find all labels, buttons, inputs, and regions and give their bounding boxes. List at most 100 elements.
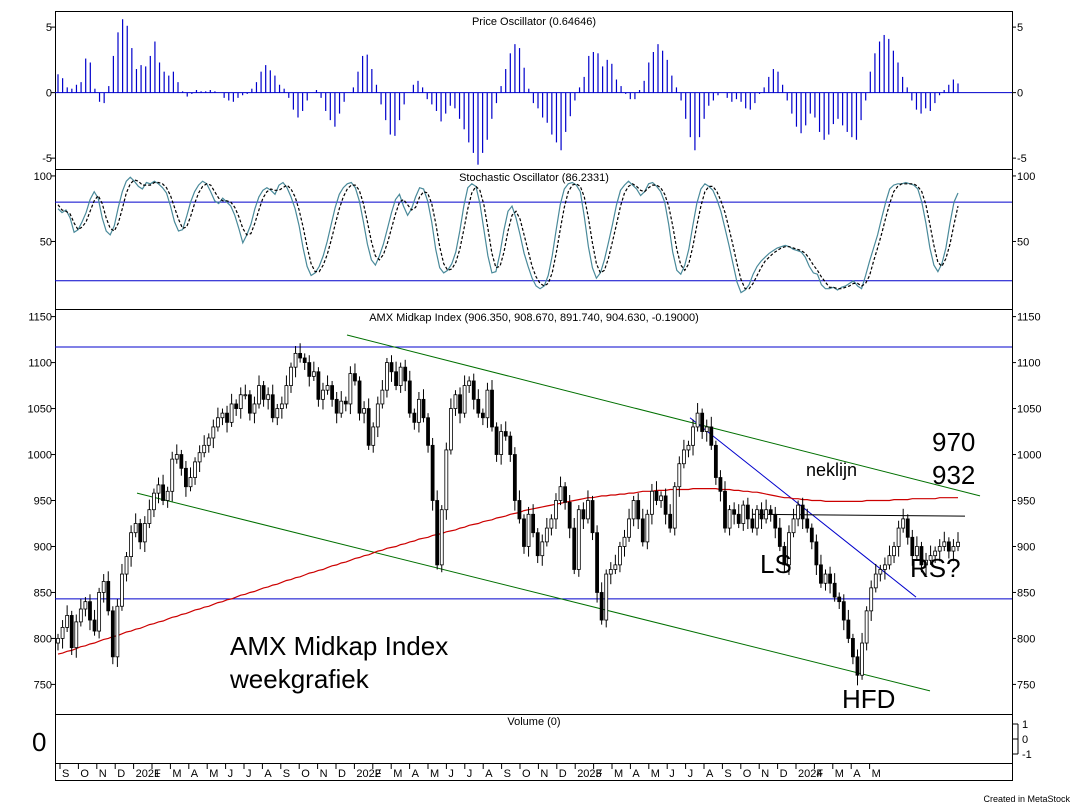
candle-body (257, 385, 261, 405)
candle-body (910, 536, 915, 557)
stochastic-tick-right-50: 50 (1017, 236, 1029, 248)
candle-body (736, 513, 741, 524)
candle-body (668, 513, 673, 529)
candle-body (695, 412, 700, 428)
x-tick-18: M (393, 768, 402, 780)
candle-body (120, 573, 124, 607)
x-tick-3: D (117, 768, 125, 780)
price-tick-right-850: 850 (1017, 587, 1035, 599)
candle-body (640, 518, 645, 543)
x-tick-15: D (338, 768, 346, 780)
candle-body (307, 362, 312, 377)
candle-body (942, 541, 947, 547)
candle-body (599, 592, 604, 621)
price-tick-left-750: 750 (34, 679, 52, 691)
candle-body (914, 546, 919, 557)
x-tick-34: J (688, 768, 694, 780)
candle-body (115, 605, 120, 658)
candle-body (476, 398, 481, 414)
x-tick-17: F (375, 768, 382, 780)
volume-panel: 1 0 -1 (1012, 719, 1032, 761)
candle-body (595, 532, 599, 593)
stochastic-k-line (57, 176, 959, 294)
candle-body (321, 389, 325, 400)
candle-body (398, 366, 403, 386)
candle-body (371, 426, 376, 446)
candle-body (60, 627, 65, 639)
candle-body (540, 541, 545, 557)
candle-body (700, 412, 705, 432)
candle-body (412, 412, 417, 423)
volume-tick-m1: -1 (1022, 749, 1032, 761)
candle-body (293, 352, 298, 368)
candle-body (453, 394, 458, 409)
x-tick-28: 2023 (577, 768, 601, 780)
candle-body (279, 403, 284, 409)
x-tick-38: N (761, 768, 769, 780)
price-tick-left-950: 950 (34, 496, 52, 508)
candle-body (946, 541, 951, 552)
candle-body (142, 523, 147, 543)
candle-body (193, 461, 197, 478)
stochastic-tick-left-100: 100 (34, 171, 52, 183)
candle-body (709, 426, 714, 446)
candle-body (508, 435, 513, 455)
candle-body (855, 656, 860, 676)
price-tick-right-1100: 1100 (1017, 358, 1041, 370)
candle-body (805, 518, 810, 529)
candle-body (74, 621, 79, 649)
candle-body (275, 408, 280, 419)
candle-body (133, 523, 138, 534)
x-tick-16: 2022 (356, 768, 380, 780)
candle-body (727, 509, 732, 529)
candle-body (165, 490, 170, 501)
neckline (751, 513, 966, 517)
price-tick-right-800: 800 (1017, 633, 1035, 645)
candle-body (78, 608, 83, 623)
candle-body (156, 484, 161, 494)
price-tick-right-950: 950 (1017, 496, 1035, 508)
candle-body (841, 601, 846, 621)
upper-channel-line (346, 334, 981, 497)
annotation-rs: RS? (910, 553, 961, 583)
x-tick-10: J (246, 768, 252, 780)
candle-body (343, 400, 348, 405)
candle-body (901, 518, 906, 529)
candle-body (184, 467, 188, 488)
candle-body (723, 490, 727, 529)
x-tick-12: S (283, 768, 290, 780)
candle-body (823, 573, 828, 584)
candle-body (503, 431, 508, 437)
candle-body (439, 509, 444, 566)
candle-body (188, 477, 193, 488)
price-oscillator-tick-right-0: 0 (1017, 88, 1023, 100)
candle-body (417, 398, 421, 423)
candle-body (202, 444, 207, 454)
annotation-932: 932 (932, 460, 975, 490)
candle-body (773, 513, 778, 529)
candle-body (366, 408, 371, 446)
price-tick-right-900: 900 (1017, 541, 1035, 553)
candle-body (161, 484, 165, 501)
candle-body (147, 509, 152, 524)
x-tick-9: J (228, 768, 234, 780)
candle-body (777, 527, 782, 547)
candle-body (138, 523, 143, 543)
x-tick-21: J (448, 768, 454, 780)
candle-body (905, 518, 910, 538)
candle-body (933, 550, 938, 557)
panel-frames (55, 11, 1013, 781)
candle-body (873, 573, 878, 589)
candle-body (270, 394, 275, 419)
price-tick-left-800: 800 (34, 633, 52, 645)
candle-body (316, 371, 321, 400)
x-tick-32: M (651, 768, 660, 780)
candle-body (129, 532, 133, 557)
x-tick-39: D (780, 768, 788, 780)
candle-body (869, 587, 874, 612)
candle-body (435, 500, 440, 566)
candle-body (677, 463, 682, 488)
stochastic-panel: 100 100 50 50 (34, 171, 1035, 294)
x-tick-40: 2024 (798, 768, 822, 780)
candle-body (864, 610, 869, 644)
